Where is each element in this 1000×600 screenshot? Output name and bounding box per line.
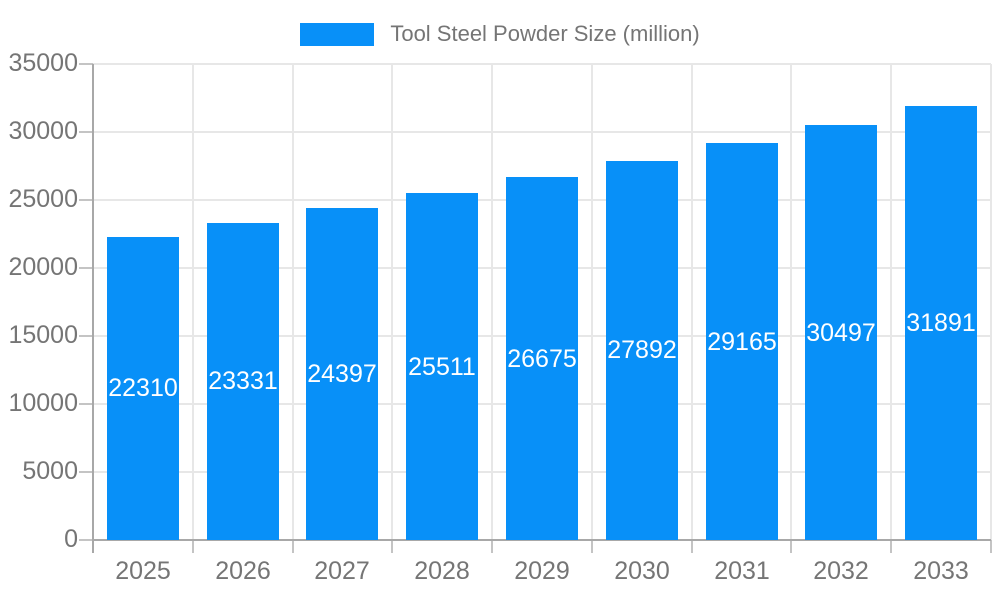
x-gridline [790,64,792,540]
x-axis-tick [192,540,194,553]
y-axis-tick [79,131,93,133]
legend-label: Tool Steel Powder Size (million) [390,21,700,46]
bar-value-label: 23331 [208,367,278,395]
bar-value-label: 27892 [607,336,677,364]
y-axis-label: 0 [64,525,78,553]
x-gridline [890,64,892,540]
x-gridline [591,64,593,540]
y-axis-label: 20000 [8,253,78,281]
y-axis-label: 5000 [22,457,78,485]
bar-value-label: 30497 [806,319,876,347]
x-axis-label: 2031 [714,557,770,585]
bar-2026[interactable] [207,223,279,540]
bar-2028[interactable] [406,193,478,540]
x-axis-tick [691,540,693,553]
x-axis-label: 2028 [414,557,470,585]
bar-2033[interactable] [905,106,977,540]
x-axis-tick [890,540,892,553]
legend-swatch-icon [300,22,375,46]
bar-value-label: 31891 [906,309,976,337]
bar-value-label: 25511 [408,353,476,381]
x-gridline [292,64,294,540]
y-axis-label: 15000 [8,321,78,349]
x-axis-tick [790,540,792,553]
bar-2027[interactable] [306,208,378,540]
bar-value-label: 24397 [307,360,377,388]
bar-value-label: 29165 [707,328,777,356]
x-axis-line [93,539,991,541]
y-axis-tick [79,403,93,405]
x-axis-label: 2027 [314,557,370,585]
bar-2025[interactable] [107,237,179,540]
x-gridline [990,64,992,540]
y-axis-label: 10000 [8,389,78,417]
x-gridline [691,64,693,540]
y-gridline [93,131,991,133]
x-axis-label: 2030 [614,557,670,585]
x-axis-label: 2029 [514,557,570,585]
y-axis-label: 25000 [8,185,78,213]
x-axis-label: 2026 [215,557,271,585]
bar-value-label: 26675 [507,345,577,373]
x-gridline [192,64,194,540]
x-axis-tick [491,540,493,553]
y-axis-tick [79,539,93,541]
y-axis-tick [79,267,93,269]
x-axis-tick [591,540,593,553]
y-axis-tick [79,63,93,65]
y-axis-tick [79,335,93,337]
bar-2031[interactable] [706,143,778,540]
x-axis-tick [292,540,294,553]
x-axis-label: 2032 [813,557,869,585]
bar-2032[interactable] [805,125,877,540]
x-axis-label: 2025 [115,557,171,585]
x-axis-tick [391,540,393,553]
bar-2029[interactable] [506,177,578,540]
y-axis-label: 30000 [8,117,78,145]
y-axis-label: 35000 [8,49,78,77]
x-axis-tick [990,540,992,553]
y-axis-tick [79,199,93,201]
y-axis-line [92,64,94,553]
y-axis-tick [79,471,93,473]
x-axis-label: 2033 [913,557,969,585]
y-gridline [93,63,991,65]
x-gridline [491,64,493,540]
legend[interactable]: Tool Steel Powder Size (million) [0,18,1000,50]
bar-2030[interactable] [606,161,678,540]
bar-value-label: 22310 [108,374,178,402]
x-gridline [391,64,393,540]
